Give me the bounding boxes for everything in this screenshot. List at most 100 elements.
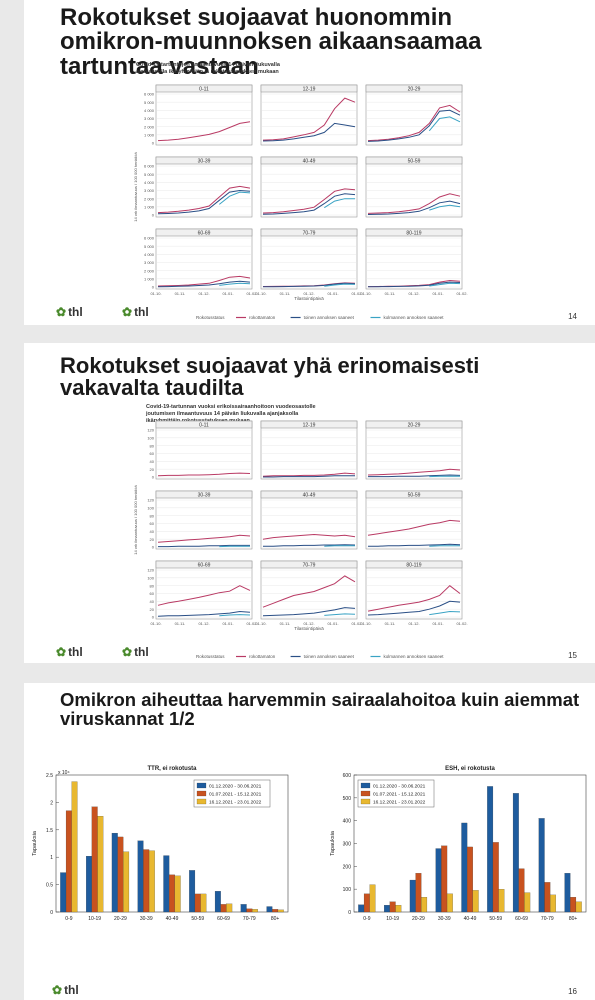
- panel-20-29: 20-29: [365, 84, 463, 146]
- slide-16: Omikron aiheuttaa harvemmin sairaalahoit…: [24, 683, 595, 1000]
- panel-frame: [260, 560, 358, 620]
- panel-70-79: 70-79 01.10. 01.11. 01.12. 01.01. 01.02.: [255, 560, 363, 626]
- x-tick-label: 01.11.: [175, 621, 186, 626]
- panel-40-49: 40-49: [260, 156, 358, 218]
- panel-header: [155, 490, 253, 499]
- bar: [512, 793, 519, 913]
- panel-frame: [155, 560, 253, 620]
- y-tick-label: 80: [150, 443, 155, 448]
- bar: [200, 893, 207, 913]
- y-exponent: x 10⁴: [58, 770, 70, 776]
- x-tick-label: 01.10.: [150, 291, 161, 296]
- x-tick-label: 01.11.: [385, 621, 396, 626]
- series-line: [263, 475, 355, 478]
- series-line: [428, 116, 461, 132]
- x-tick-label: 01.10.: [360, 621, 371, 626]
- y-tick-label: 60: [150, 521, 155, 526]
- y-tick-label: 120: [147, 498, 154, 503]
- x-tick-label: 01.01.: [432, 621, 443, 626]
- legend-swatch: [196, 798, 207, 805]
- thl-logo: ✿ thl: [122, 645, 149, 659]
- series-line: [157, 185, 251, 214]
- panel-header: [155, 156, 253, 165]
- y-tick-label: 20: [150, 537, 155, 542]
- series-line: [367, 200, 461, 215]
- x-tick-label: 01.01.: [327, 621, 338, 626]
- y-tick-label: 4 000: [144, 180, 155, 185]
- panel-header: [365, 420, 463, 429]
- y-tick-label: 80: [150, 583, 155, 588]
- series-line: [157, 610, 251, 617]
- panel-80-119: 80-119 01.10. 01.11. 01.12. 01.01. 01.02.: [360, 228, 468, 296]
- panel-label: 30-39: [198, 493, 211, 499]
- y-tick-label: 1 000: [144, 276, 155, 281]
- bar: [518, 868, 525, 913]
- bar: [86, 856, 92, 913]
- bar-chart-ESH, ei rokotusta: ESH, ei rokotusta 0 100 200 300 400 500 600 Tapa…: [330, 766, 587, 922]
- slide-title: Omikron aiheuttaa harvemmin sairaalahoit…: [60, 689, 580, 729]
- legend-entry: kolmannen annoksen saaneet: [384, 654, 445, 659]
- bar: [467, 846, 473, 913]
- panel-header: [365, 156, 463, 165]
- series-line: [262, 575, 356, 608]
- x-axis-label: Tilastointipäivä: [294, 626, 324, 631]
- y-tick-label: 2: [50, 800, 53, 806]
- x-tick-label: 10-19: [88, 916, 101, 922]
- x-tick-label: 01.01.: [222, 621, 233, 626]
- bar: [389, 901, 396, 913]
- y-tick-label: 120: [147, 428, 154, 433]
- page-number: 14: [568, 312, 577, 321]
- thl-logo: ✿ thl: [56, 305, 83, 319]
- series-line: [157, 585, 251, 606]
- x-tick-label: 01.10.: [150, 621, 161, 626]
- x-tick-label: 01.02.: [456, 291, 467, 296]
- y-tick-label: 100: [147, 505, 154, 510]
- x-tick-label: 01.10.: [255, 291, 266, 296]
- y-tick-label: 1.5: [46, 828, 53, 834]
- slide-title: Rokotukset suojaavat yhä erinomaisesti v…: [60, 353, 480, 401]
- series-line: [367, 104, 461, 142]
- series-line: [263, 544, 356, 547]
- bar: [524, 892, 531, 913]
- bar: [220, 904, 227, 913]
- bar: [369, 884, 376, 913]
- bar: [117, 836, 124, 913]
- x-tick-label: 50-59: [489, 916, 502, 922]
- slide-title: Rokotukset suojaavat huonommin omikron-m…: [60, 4, 482, 80]
- panel-label: 0-11: [199, 423, 209, 429]
- y-tick-label: 3 000: [144, 116, 155, 121]
- y-tick-label: 80: [150, 513, 155, 518]
- x-tick-label: 0-9: [65, 916, 72, 922]
- series-line: [367, 281, 461, 288]
- bar: [564, 873, 571, 913]
- panel-header: [365, 490, 463, 499]
- y-axis-label: Tapauksia: [32, 830, 38, 856]
- panel-70-79: 70-79 01.10. 01.11. 01.12. 01.01. 01.02.: [255, 228, 363, 296]
- series-line: [262, 188, 356, 214]
- y-tick-label: 200: [343, 864, 352, 870]
- panel-30-39: 30-39 0 20 40 60 80 100 120: [147, 490, 253, 550]
- panel-header: [260, 490, 358, 499]
- legend-swatch: [360, 790, 371, 797]
- bar: [194, 893, 201, 913]
- y-tick-label: 400: [343, 819, 352, 825]
- thl-flower-icon: ✿: [56, 305, 67, 319]
- panel-label: 70-79: [303, 563, 316, 569]
- bar: [97, 816, 104, 913]
- x-tick-label: 01.10.: [255, 621, 266, 626]
- panel-50-59: 50-59: [365, 156, 463, 218]
- x-tick-label: 01.12.: [303, 291, 314, 296]
- x-tick-label: 01.12.: [198, 291, 209, 296]
- panel-label: 80-119: [406, 231, 421, 237]
- panel-label: 20-29: [408, 87, 421, 93]
- panel-header: [155, 84, 253, 93]
- legend-entry: 01.07.2021 - 15.12.2021: [209, 792, 262, 798]
- bar: [174, 875, 181, 913]
- y-axis-label: 14 vrk ilmaantuvuus / 100 000 henkilöä: [133, 485, 138, 555]
- x-tick-label: 01.02.: [246, 291, 257, 296]
- x-tick-label: 01.02.: [351, 621, 362, 626]
- series-line: [262, 533, 356, 540]
- legend-entry: 01.12.2020 - 30.06.2021: [373, 784, 426, 790]
- x-tick-label: 01.11.: [175, 291, 186, 296]
- series-line: [368, 474, 461, 478]
